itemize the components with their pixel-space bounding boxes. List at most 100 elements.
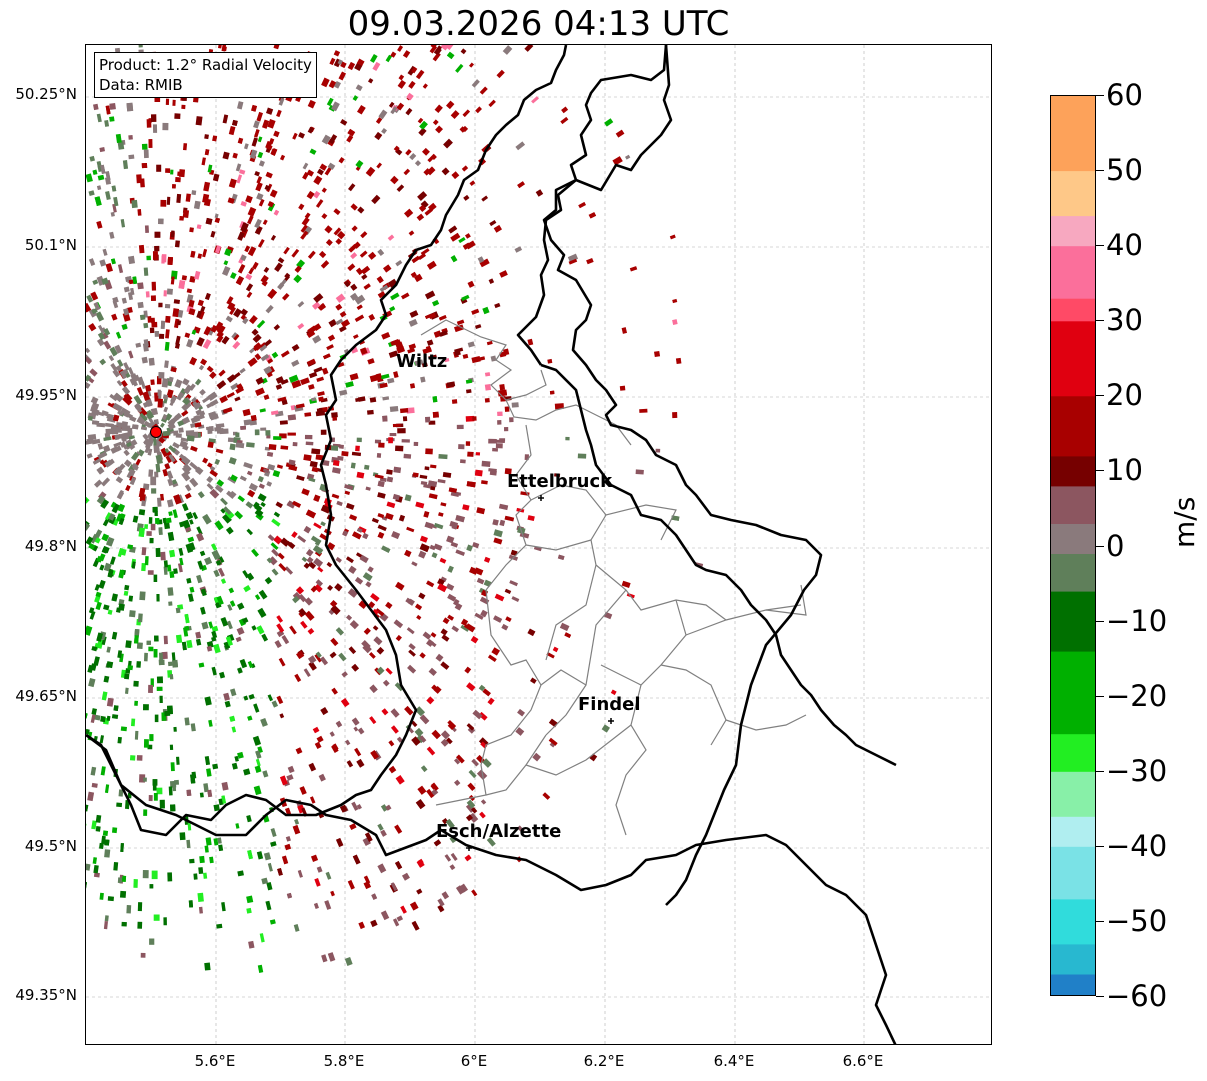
canton-border: [600, 599, 687, 686]
colorbar-tick-mark: [1096, 845, 1104, 847]
border-luxembourg-germany: [540, 363, 897, 767]
colorbar-tick-mark: [1096, 920, 1104, 922]
lon-tick-label: 6.6°E: [842, 1052, 884, 1070]
colorbar-band: [1051, 216, 1095, 247]
canton-borders: [420, 319, 807, 836]
canton-border: [485, 424, 532, 591]
city-marker: [538, 495, 544, 501]
colorbar-tick-label: −30: [1106, 753, 1168, 788]
border-france-luxembourg: [86, 733, 897, 1044]
map-title: 09.03.2026 04:13 UTC: [347, 4, 730, 44]
colorbar-tick-mark: [1096, 95, 1104, 96]
lat-tick-label: 49.95°N: [15, 386, 77, 404]
colorbar-band: [1051, 246, 1095, 300]
colorbar-tick-mark: [1096, 320, 1104, 322]
colorbar-tick-mark: [1096, 996, 1104, 997]
colorbar-tick-label: 10: [1106, 453, 1143, 488]
colorbar-band: [1051, 846, 1095, 900]
canton-border: [530, 484, 677, 541]
colorbar-tick-mark: [1096, 470, 1104, 472]
city-label-ettelbruck: Ettelbruck: [507, 471, 613, 492]
canton-border: [590, 514, 727, 621]
city-label-findel: Findel: [578, 694, 641, 715]
colorbar-band: [1051, 396, 1095, 457]
canton-border: [545, 564, 597, 661]
colorbar-unit-label: m/s: [1168, 496, 1201, 548]
colorbar-tick-mark: [1096, 170, 1104, 172]
city-label-esch-alzette: Esch/Alzette: [436, 821, 562, 842]
colorbar-tick-mark: [1096, 245, 1104, 247]
colorbar-tick-label: −50: [1106, 903, 1168, 938]
colorbar-band: [1051, 171, 1095, 217]
colorbar-tick-label: −10: [1106, 603, 1168, 638]
colorbar-band: [1051, 734, 1095, 773]
canton-border: [685, 584, 807, 636]
canton-border: [725, 714, 807, 731]
colorbar-tick-label: 0: [1106, 528, 1125, 563]
lon-tick-label: 5.6°E: [194, 1052, 236, 1070]
lon-tick-label: 6.4°E: [713, 1052, 755, 1070]
lon-tick-label: 6.2°E: [583, 1052, 625, 1070]
colorbar-tick-mark: [1096, 545, 1104, 547]
colorbar-band: [1051, 974, 1095, 995]
radar-site-marker[interactable]: [150, 426, 162, 438]
colorbar-tick-label: −40: [1106, 828, 1168, 863]
colorbar-band: [1051, 899, 1095, 945]
colorbar-band: [1051, 554, 1095, 592]
canton-border: [420, 319, 547, 401]
colorbar-band: [1051, 321, 1095, 397]
colorbar-tick-label: 50: [1106, 153, 1143, 188]
colorbar-band: [1051, 456, 1095, 487]
city-markers: [466, 495, 614, 851]
canton-border: [545, 589, 627, 736]
city-label-wiltz: Wiltz: [396, 351, 448, 372]
lon-tick-label: 5.8°E: [323, 1052, 365, 1070]
product-label: Product: 1.2° Radial Velocity: [99, 56, 312, 74]
lat-tick-label: 50.1°N: [24, 236, 77, 254]
lat-tick-label: 49.5°N: [24, 837, 77, 855]
city-marker: [466, 845, 472, 851]
border-belgium-france: [86, 45, 568, 837]
colorbar-band: [1051, 298, 1095, 322]
colorbar-band: [1051, 591, 1095, 653]
colorbar-tick-mark: [1096, 695, 1104, 697]
colorbar-tick-mark: [1096, 770, 1104, 772]
lat-tick-label: 49.65°N: [15, 687, 77, 705]
colorbar-tick-mark: [1096, 620, 1104, 622]
colorbar-tick-label: 60: [1106, 78, 1143, 112]
colorbar-tick-mark: [1096, 395, 1104, 397]
colorbar-band: [1051, 486, 1095, 525]
canton-border: [615, 684, 647, 836]
velocity-colorbar: [1050, 95, 1096, 996]
lon-tick-label: 6°E: [460, 1052, 488, 1070]
canton-border: [525, 539, 592, 551]
data-source-label: Data: RMIB: [99, 76, 183, 94]
country-borders: [86, 45, 897, 1044]
colorbar-band: [1051, 771, 1095, 818]
colorbar-band: [1051, 96, 1095, 172]
canton-border: [485, 589, 587, 686]
colorbar-tick-label: 40: [1106, 228, 1143, 263]
lat-tick-label: 49.35°N: [15, 986, 77, 1004]
product-info-box: Product: 1.2° Radial Velocity Data: RMIB: [94, 52, 317, 98]
colorbar-band: [1051, 816, 1095, 848]
map-area[interactable]: [85, 44, 992, 1045]
colorbar-tick-label: 20: [1106, 378, 1143, 413]
canton-border: [505, 399, 632, 446]
colorbar-tick-label: −60: [1106, 979, 1168, 1013]
city-marker: [608, 718, 614, 724]
canton-border: [660, 664, 727, 746]
colorbar-tick-label: 30: [1106, 303, 1143, 338]
colorbar-tick-label: −20: [1106, 678, 1168, 713]
colorbar-band: [1051, 524, 1095, 555]
colorbar-band: [1051, 651, 1095, 735]
canton-border: [525, 724, 632, 776]
border-belgium-luxembourg: [516, 45, 668, 366]
colorbar-band: [1051, 944, 1095, 975]
map-canvas[interactable]: [86, 45, 992, 1045]
radar-echoes: [86, 45, 704, 973]
canton-border: [485, 764, 527, 796]
border-germany-belgium: [542, 45, 823, 906]
colorbar-gradient: [1051, 96, 1095, 995]
lat-tick-label: 49.8°N: [24, 537, 77, 555]
